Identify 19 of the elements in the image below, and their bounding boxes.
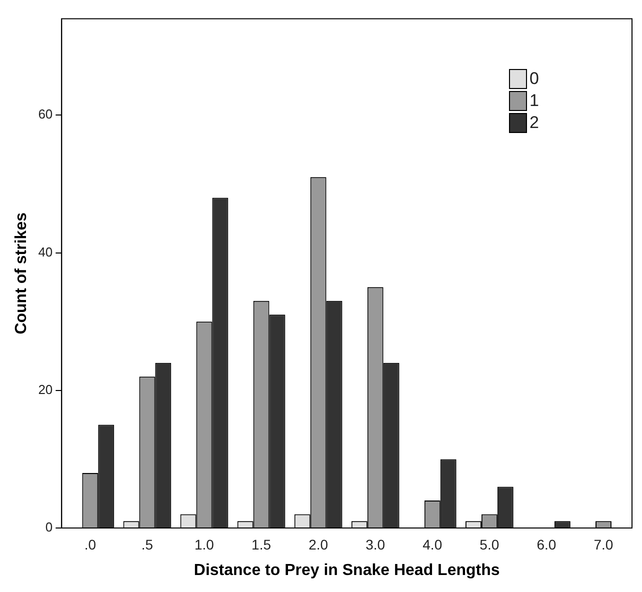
- x-tick-label: 2.0: [308, 536, 328, 552]
- x-tick-label: 3.0: [366, 536, 386, 552]
- legend-label: 1: [530, 91, 539, 111]
- y-tick-label: 20: [38, 382, 53, 397]
- x-tick-label: 6.0: [536, 536, 556, 552]
- x-tick-label: .5: [141, 536, 154, 552]
- y-tick-label: 0: [45, 520, 53, 535]
- x-tick-label: .0: [84, 536, 96, 552]
- legend-label: 0: [530, 69, 539, 89]
- x-tick-label: 1.0: [194, 536, 214, 552]
- y-tick-label: 60: [38, 106, 53, 122]
- x-tick-label: 1.5: [252, 536, 272, 552]
- x-tick-label: 4.0: [422, 536, 442, 552]
- x-tick-label: 5.0: [480, 536, 500, 552]
- x-axis-title: Distance to Prey in Snake Head Lengths: [194, 562, 500, 579]
- y-axis-title: Count of strikes: [13, 212, 30, 334]
- y-tick-label: 40: [38, 244, 53, 260]
- x-tick-label: 7.0: [594, 536, 614, 552]
- legend-label: 2: [530, 113, 539, 133]
